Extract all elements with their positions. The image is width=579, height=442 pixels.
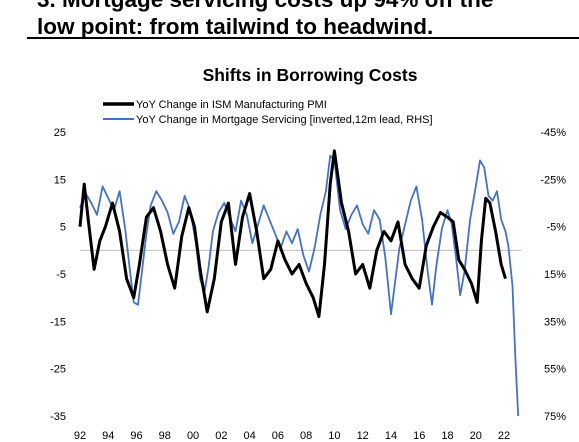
legend: YoY Change in ISM Manufacturing PMI YoY C… — [103, 99, 433, 126]
y-right-tick-label: 75% — [544, 411, 566, 423]
x-tick-label: 06 — [272, 430, 284, 442]
y-left-tick-label: 5 — [60, 222, 66, 234]
y-left-tick-label: 25 — [54, 127, 66, 139]
x-tick-label: 94 — [102, 430, 114, 442]
x-tick-label: 16 — [413, 430, 425, 442]
x-tick-label: 18 — [441, 430, 453, 442]
y-right-tick-label: -45% — [540, 127, 566, 139]
headline: 3. Mortgage servicing costs up 94% off t… — [37, 0, 577, 40]
y-left-tick-label: -5 — [56, 269, 66, 281]
series-line-ism-pmi — [78, 149, 507, 319]
y-left-tick-label: -35 — [50, 411, 66, 423]
chart-title: Shifts in Borrowing Costs — [203, 65, 418, 85]
x-tick-label: 14 — [385, 430, 397, 442]
x-tick-label: 02 — [215, 430, 227, 442]
y-right-tick-label: 35% — [544, 316, 566, 328]
y-right-tick-label: 55% — [544, 364, 566, 376]
legend-label: YoY Change in Mortgage Servicing [invert… — [136, 114, 433, 126]
y-left-tick-label: -15 — [50, 316, 66, 328]
x-tick-label: 08 — [300, 430, 312, 442]
x-tick-label: 00 — [187, 430, 199, 442]
x-tick-label: 12 — [357, 430, 369, 442]
headline-rule — [27, 37, 579, 39]
axes: 25 15 5 -5 -15 -25 -35 -45% -25% -5% 15% 35% 55% 75% 9… — [50, 127, 566, 442]
x-tick-label: 98 — [159, 430, 171, 442]
series-line-mortgage-servicing — [79, 154, 520, 417]
legend-label: YoY Change in ISM Manufacturing PMI — [136, 99, 327, 111]
x-tick-label: 20 — [470, 430, 482, 442]
x-tick-label: 22 — [498, 430, 510, 442]
x-tick-label: 10 — [328, 430, 340, 442]
x-tick-label: 04 — [243, 430, 255, 442]
y-right-tick-label: -5% — [546, 222, 566, 234]
x-tick-label: 92 — [74, 430, 86, 442]
headline-line-2: low point: from tailwind to headwind. — [37, 14, 434, 39]
y-right-tick-label: 15% — [544, 269, 566, 281]
x-tick-label: 96 — [130, 430, 142, 442]
y-right-tick-label: -25% — [540, 174, 566, 186]
headline-line-1: 3. Mortgage servicing costs up 94% off t… — [37, 0, 577, 13]
plot-area — [78, 149, 521, 417]
y-left-tick-label: -25 — [50, 364, 66, 376]
y-left-tick-label: 15 — [54, 174, 66, 186]
